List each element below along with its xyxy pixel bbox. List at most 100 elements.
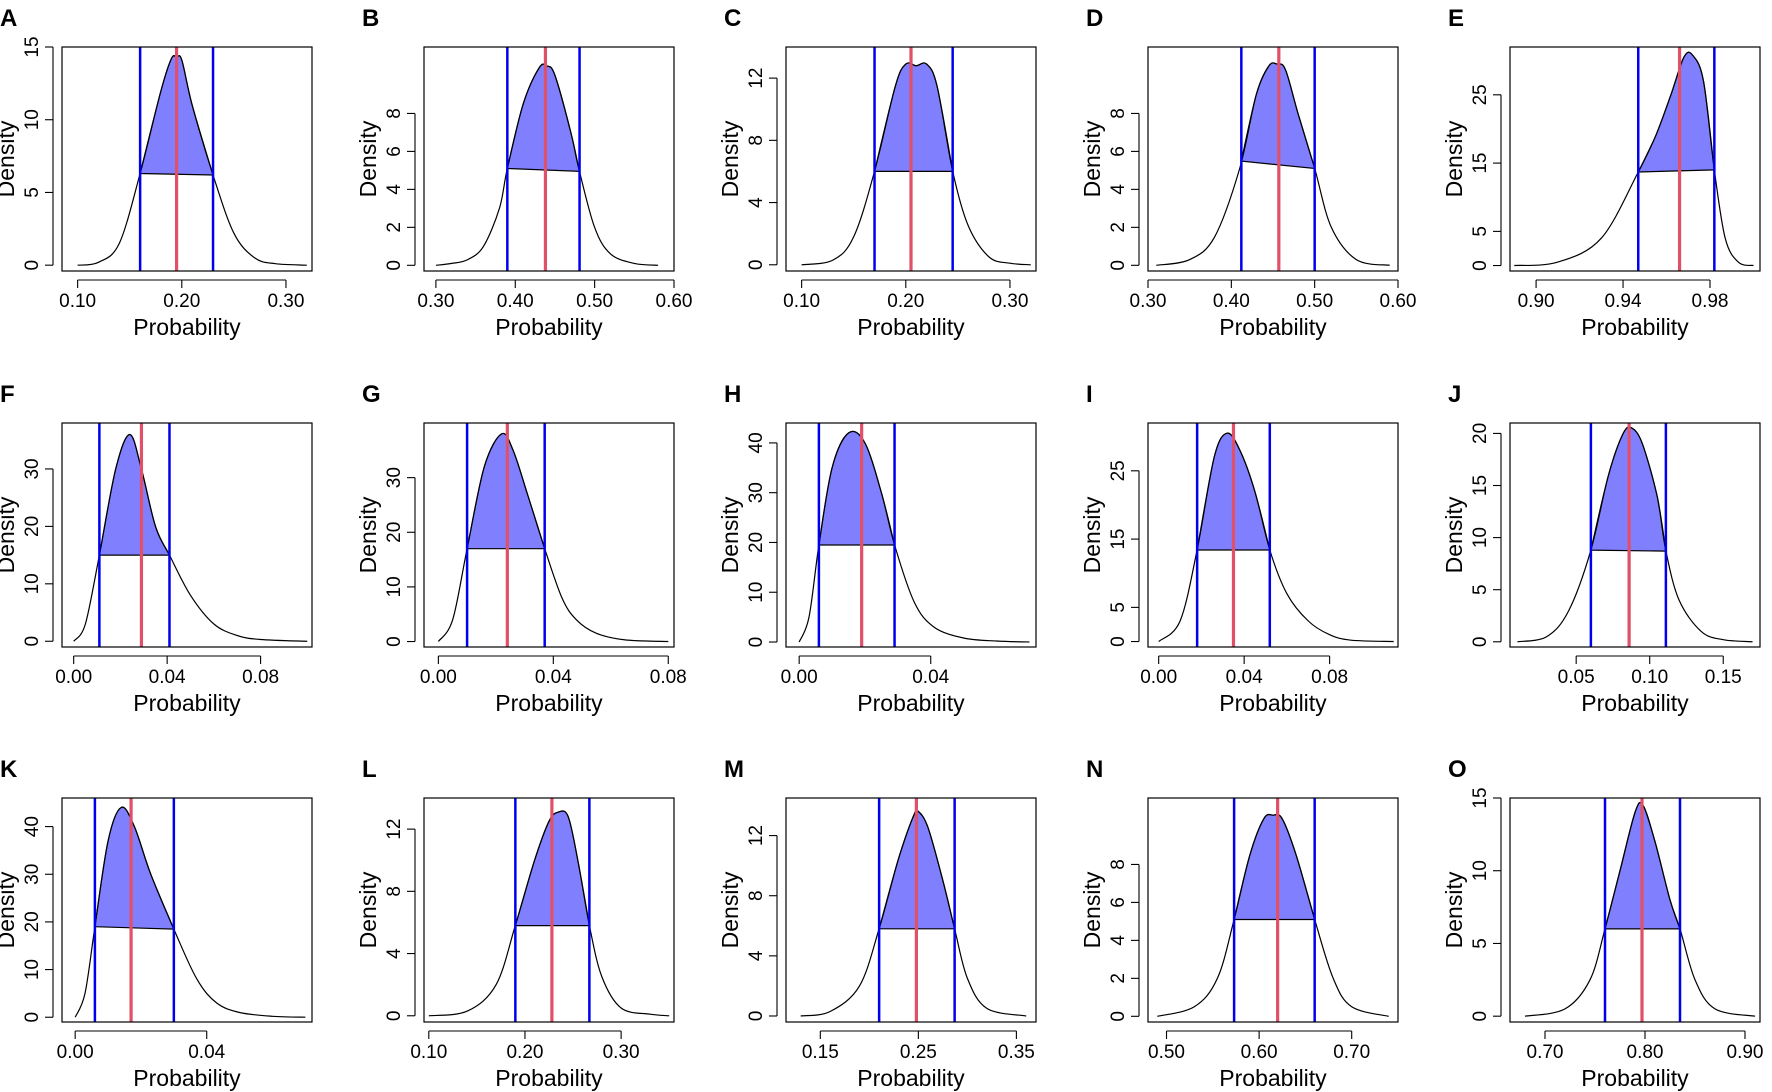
y-axis-title: Density — [1079, 120, 1105, 197]
y-tick-label: 5 — [22, 187, 43, 198]
x-tick-label: 0.50 — [1148, 1042, 1185, 1063]
x-tick-label: 0.50 — [576, 291, 613, 312]
panel-m: M 0.15 0.25 0.35 Probability 0 4 8 12 Density — [717, 756, 1037, 1091]
x-tick-label: 0.60 — [1380, 291, 1417, 312]
x-tick-label: 0.60 — [1241, 1042, 1278, 1063]
y-tick-label: 10 — [1470, 860, 1491, 881]
y-tick-label: 0 — [746, 637, 767, 648]
hpd-region — [1637, 51, 1715, 173]
y-tick-label: 30 — [22, 864, 43, 885]
density-curve — [1517, 426, 1753, 643]
density-curve — [1158, 432, 1394, 643]
x-tick-label: 0.70 — [1527, 1042, 1564, 1063]
x-tick-label: 0.10 — [783, 291, 820, 312]
y-tick-label: 0 — [384, 636, 405, 647]
y-axis-title: Density — [1441, 120, 1467, 197]
panel-letter: G — [362, 381, 381, 408]
panel-letter: B — [362, 5, 379, 32]
x-tick-label: 0.00 — [57, 1042, 94, 1063]
y-tick-label: 30 — [384, 467, 405, 488]
x-axis-title: Probability — [133, 314, 241, 340]
x-tick-label: 0.80 — [1627, 1042, 1664, 1063]
panel-o: O 0.70 0.80 0.90 Probability 0 5 10 15 Density — [1441, 756, 1763, 1091]
x-tick-label: 0.25 — [900, 1042, 937, 1063]
density-curve — [435, 63, 659, 266]
y-tick-label: 0 — [22, 636, 43, 647]
y-tick-label: 6 — [1108, 897, 1129, 908]
plot-frame — [785, 46, 1037, 272]
y-tick-label: 6 — [384, 146, 405, 157]
y-tick-label: 8 — [746, 890, 767, 901]
y-tick-label: 0 — [384, 1010, 405, 1021]
x-axis-title: Probability — [857, 1065, 965, 1091]
y-axis-title: Density — [0, 120, 19, 197]
x-tick-label: 0.20 — [506, 1042, 543, 1063]
panel-letter: I — [1086, 381, 1093, 408]
y-tick-label: 0 — [1108, 260, 1129, 271]
y-tick-label: 5 — [1470, 226, 1491, 237]
y-tick-label: 20 — [746, 532, 767, 553]
y-tick-label: 10 — [22, 959, 43, 980]
y-tick-label: 8 — [1108, 108, 1129, 119]
plot-frame — [1147, 797, 1399, 1023]
hpd-region — [818, 430, 896, 546]
y-tick-label: 40 — [22, 816, 43, 837]
density-curve — [77, 55, 307, 266]
y-axis-title: Density — [355, 496, 381, 573]
x-tick-label: 0.20 — [887, 291, 924, 312]
x-tick-label: 0.90 — [1518, 291, 1555, 312]
y-axis-title: Density — [717, 871, 743, 948]
x-tick-label: 0.94 — [1605, 291, 1642, 312]
y-tick-label: 0 — [1108, 636, 1129, 647]
x-tick-label: 0.10 — [410, 1042, 447, 1063]
plot-frame — [1147, 46, 1399, 272]
x-tick-label: 0.00 — [1140, 667, 1177, 688]
panel-j: J 0.05 0.10 0.15 Probability 0 5 10 15 20 Density — [1441, 381, 1761, 716]
x-tick-label: 0.10 — [59, 291, 96, 312]
x-axis-title: Probability — [133, 1065, 241, 1091]
y-tick-label: 12 — [384, 819, 405, 840]
panel-letter: J — [1448, 381, 1461, 408]
y-axis-title: Density — [1441, 871, 1467, 948]
x-tick-label: 0.30 — [1130, 291, 1167, 312]
x-axis-title: Probability — [1219, 314, 1327, 340]
x-tick-label: 0.04 — [1226, 667, 1263, 688]
y-axis-title: Density — [0, 871, 19, 948]
y-tick-label: 0 — [22, 1012, 43, 1023]
x-tick-label: 0.10 — [1631, 667, 1668, 688]
y-tick-label: 2 — [1108, 222, 1129, 233]
plot-frame — [423, 797, 675, 1023]
x-tick-label: 0.60 — [656, 291, 693, 312]
y-axis-title: Density — [355, 120, 381, 197]
plot-frame — [61, 46, 313, 272]
y-axis-title: Density — [355, 871, 381, 948]
panel-letter: N — [1086, 756, 1103, 783]
y-tick-label: 20 — [22, 516, 43, 537]
x-tick-label: 0.50 — [1296, 291, 1333, 312]
panel-letter: F — [0, 381, 15, 408]
x-axis-title: Probability — [1219, 690, 1327, 716]
plot-frame — [1509, 46, 1761, 272]
y-tick-label: 8 — [384, 108, 405, 119]
y-tick-label: 5 — [1470, 584, 1491, 595]
x-tick-label: 0.90 — [1727, 1042, 1764, 1063]
y-tick-label: 4 — [384, 948, 405, 959]
y-tick-label: 25 — [1470, 84, 1491, 105]
x-tick-label: 0.08 — [650, 667, 687, 688]
x-tick-label: 0.04 — [188, 1042, 225, 1063]
panel-letter: H — [724, 381, 741, 408]
panel-letter: L — [362, 756, 377, 783]
y-tick-label: 15 — [1470, 475, 1491, 496]
density-curve — [428, 810, 670, 1017]
y-tick-label: 15 — [22, 36, 43, 57]
panel-c: C 0.10 0.20 0.30 Probability 0 4 8 12 Density — [717, 5, 1037, 340]
x-axis-title: Probability — [1581, 690, 1689, 716]
plot-frame — [61, 422, 313, 648]
